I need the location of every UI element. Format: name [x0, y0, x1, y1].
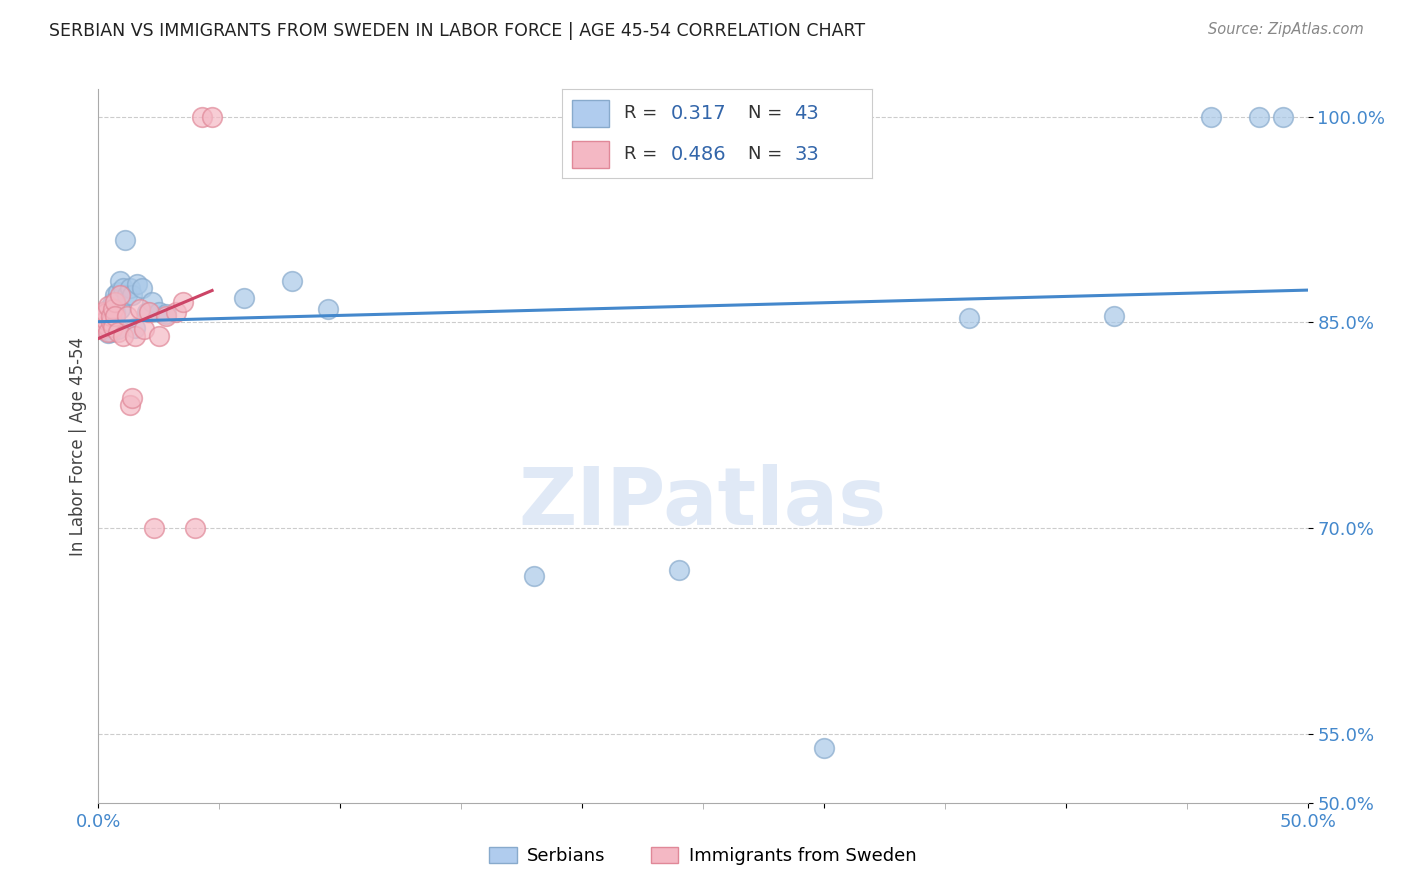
- Point: [124, 329, 146, 343]
- Point: [101, 294, 124, 309]
- Text: Source: ZipAtlas.com: Source: ZipAtlas.com: [1208, 22, 1364, 37]
- Point: [104, 309, 127, 323]
- Point: [668, 562, 690, 576]
- Text: 0.486: 0.486: [671, 145, 727, 164]
- Point: [118, 281, 141, 295]
- Point: [155, 307, 177, 321]
- Point: [108, 274, 131, 288]
- Point: [1102, 309, 1125, 323]
- Point: [148, 304, 170, 318]
- Text: SERBIAN VS IMMIGRANTS FROM SWEDEN IN LABOR FORCE | AGE 45-54 CORRELATION CHART: SERBIAN VS IMMIGRANTS FROM SWEDEN IN LAB…: [49, 22, 865, 40]
- Point: [141, 294, 163, 309]
- Point: [90, 322, 112, 336]
- Y-axis label: In Labor Force | Age 45-54: In Labor Force | Age 45-54: [69, 336, 87, 556]
- Point: [957, 311, 980, 326]
- Point: [114, 233, 136, 247]
- FancyBboxPatch shape: [572, 100, 609, 127]
- Point: [128, 301, 150, 316]
- Point: [107, 325, 129, 339]
- Point: [1272, 110, 1295, 124]
- Point: [107, 285, 129, 300]
- Text: R =: R =: [624, 145, 664, 163]
- Text: N =: N =: [748, 104, 787, 122]
- Point: [148, 329, 170, 343]
- Point: [97, 326, 120, 341]
- Point: [100, 325, 122, 339]
- Point: [97, 325, 120, 339]
- Point: [101, 319, 124, 334]
- Point: [184, 521, 207, 535]
- Point: [127, 277, 149, 291]
- Point: [172, 294, 194, 309]
- Point: [94, 312, 117, 326]
- Point: [97, 301, 120, 316]
- Point: [121, 288, 143, 302]
- Point: [143, 521, 166, 535]
- Point: [91, 318, 114, 333]
- Point: [90, 309, 112, 323]
- Point: [1199, 110, 1222, 124]
- Text: 33: 33: [794, 145, 820, 164]
- Text: R =: R =: [624, 104, 664, 122]
- Point: [201, 110, 224, 124]
- Point: [118, 398, 141, 412]
- Point: [108, 288, 131, 302]
- Point: [813, 740, 835, 755]
- Point: [117, 288, 139, 302]
- Legend: Serbians, Immigrants from Sweden: Serbians, Immigrants from Sweden: [482, 839, 924, 872]
- Point: [104, 288, 127, 302]
- Point: [100, 316, 122, 330]
- Point: [138, 304, 160, 318]
- Point: [90, 316, 112, 330]
- Text: 43: 43: [794, 103, 820, 123]
- Point: [108, 301, 131, 316]
- Point: [94, 312, 117, 326]
- Point: [101, 316, 124, 330]
- Point: [100, 309, 122, 323]
- Point: [104, 304, 127, 318]
- Text: 0.317: 0.317: [671, 103, 727, 123]
- Point: [124, 321, 146, 335]
- Point: [121, 391, 143, 405]
- Point: [94, 306, 117, 320]
- Point: [191, 110, 214, 124]
- Point: [91, 304, 114, 318]
- FancyBboxPatch shape: [572, 141, 609, 168]
- Point: [94, 306, 117, 320]
- Point: [232, 291, 254, 305]
- Point: [1249, 110, 1271, 124]
- Point: [111, 329, 134, 343]
- Point: [135, 304, 157, 318]
- Point: [107, 322, 129, 336]
- Point: [100, 319, 122, 334]
- Point: [117, 309, 139, 323]
- Point: [165, 304, 187, 318]
- Point: [134, 322, 156, 336]
- Point: [97, 299, 120, 313]
- Point: [100, 309, 122, 323]
- Text: ZIPatlas: ZIPatlas: [519, 464, 887, 542]
- Point: [94, 322, 117, 336]
- Point: [101, 301, 124, 316]
- Point: [111, 281, 134, 295]
- Point: [316, 301, 339, 316]
- Point: [281, 274, 304, 288]
- Point: [104, 294, 127, 309]
- Point: [97, 311, 120, 326]
- Point: [94, 318, 117, 333]
- Point: [131, 281, 153, 295]
- Point: [155, 309, 177, 323]
- Point: [91, 309, 114, 323]
- Point: [523, 569, 546, 583]
- Point: [91, 316, 114, 330]
- Text: N =: N =: [748, 145, 787, 163]
